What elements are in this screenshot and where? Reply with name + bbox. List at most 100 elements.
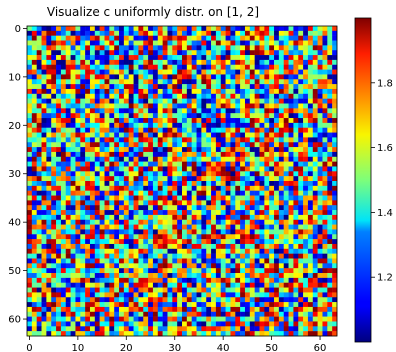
heatmap-cell: [307, 200, 314, 206]
heatmap-cell: [274, 161, 280, 167]
heatmap-cell: [191, 190, 197, 196]
heatmap-cell: [259, 185, 265, 191]
heatmap-cell: [138, 156, 144, 162]
heatmap-cell: [327, 273, 333, 279]
heatmap-cell: [298, 234, 304, 240]
heatmap-cell: [298, 142, 304, 148]
heatmap-cell: [264, 277, 270, 283]
heatmap-cell: [89, 248, 96, 254]
heatmap-cell: [225, 45, 231, 51]
heatmap-cell: [46, 210, 52, 216]
heatmap-cell: [312, 234, 318, 240]
heatmap-cell: [196, 258, 202, 264]
heatmap-cell: [27, 161, 33, 167]
heatmap-cell: [211, 45, 217, 51]
heatmap-cell: [94, 277, 100, 283]
heatmap-cell: [128, 93, 134, 99]
heatmap-cell: [94, 331, 100, 337]
heatmap-cell: [186, 185, 192, 191]
heatmap-cell: [51, 84, 57, 90]
heatmap-cell: [94, 258, 100, 264]
heatmap-cell: [94, 88, 100, 95]
heatmap-cell: [206, 316, 212, 322]
heatmap-cell: [254, 268, 260, 274]
heatmap-cell: [191, 185, 197, 191]
heatmap-cell: [172, 127, 178, 133]
heatmap-cell: [196, 200, 202, 206]
heatmap-cell: [240, 229, 246, 235]
heatmap-cell: [46, 137, 52, 143]
heatmap-cell: [235, 243, 241, 250]
heatmap-cell: [109, 243, 115, 250]
heatmap-cell: [94, 210, 100, 216]
heatmap-cell: [94, 166, 100, 172]
heatmap-cell: [240, 147, 246, 153]
y-tick-label: 30: [8, 169, 21, 180]
heatmap-cell: [201, 26, 207, 32]
heatmap-cell: [244, 171, 251, 177]
heatmap-cell: [298, 103, 304, 109]
heatmap-cell: [278, 93, 284, 99]
heatmap-cell: [46, 243, 52, 250]
heatmap-cell: [172, 200, 178, 206]
heatmap-cell: [196, 30, 202, 36]
heatmap-cell: [36, 113, 42, 119]
heatmap-cell: [312, 50, 318, 56]
heatmap-cell: [99, 224, 105, 230]
heatmap-cell: [85, 263, 91, 269]
heatmap-cell: [235, 93, 241, 99]
heatmap-cell: [75, 93, 81, 99]
heatmap-cell: [278, 98, 284, 104]
heatmap-cell: [259, 161, 265, 167]
heatmap-cell: [109, 79, 115, 85]
heatmap-cell: [283, 243, 289, 250]
heatmap-cell: [278, 64, 284, 70]
heatmap-cell: [128, 127, 134, 133]
heatmap-cell: [278, 176, 284, 182]
heatmap-cell: [70, 200, 76, 206]
heatmap-cell: [51, 108, 57, 114]
heatmap-cell: [60, 185, 66, 191]
heatmap-cell: [65, 142, 71, 148]
heatmap-cell: [89, 79, 96, 85]
heatmap-cell: [269, 311, 275, 317]
heatmap-cell: [196, 214, 202, 220]
heatmap-cell: [167, 311, 173, 317]
heatmap-cell: [109, 234, 115, 240]
heatmap-cell: [80, 200, 86, 206]
heatmap-cell: [307, 181, 314, 187]
heatmap-cell: [264, 147, 270, 153]
heatmap-cell: [119, 326, 125, 332]
heatmap-cell: [206, 74, 212, 80]
heatmap-cell: [303, 181, 309, 187]
heatmap-cell: [27, 263, 33, 269]
heatmap-cell: [46, 79, 52, 85]
heatmap-cell: [235, 181, 241, 187]
heatmap-cell: [211, 292, 217, 298]
heatmap-cell: [41, 277, 47, 283]
heatmap-cell: [157, 311, 163, 317]
heatmap-cell: [259, 122, 265, 128]
heatmap-cell: [157, 287, 163, 293]
heatmap-cell: [191, 108, 197, 114]
heatmap-cell: [264, 316, 270, 322]
heatmap-cell: [128, 287, 134, 293]
heatmap-cell: [259, 273, 265, 279]
heatmap-cell: [230, 277, 236, 283]
heatmap-cell: [303, 331, 309, 337]
heatmap-cell: [332, 93, 338, 99]
heatmap-cell: [249, 326, 255, 332]
heatmap-cell: [177, 132, 183, 138]
heatmap-cell: [215, 98, 221, 104]
heatmap-cell: [215, 185, 221, 191]
heatmap-cell: [167, 161, 173, 167]
heatmap-cell: [182, 137, 188, 143]
heatmap-cell: [148, 55, 154, 61]
heatmap-cell: [264, 55, 270, 61]
heatmap-cell: [27, 273, 33, 279]
heatmap-cell: [99, 219, 105, 225]
heatmap-cell: [269, 103, 275, 109]
heatmap-cell: [244, 321, 251, 327]
heatmap-cell: [94, 55, 100, 61]
heatmap-cell: [201, 166, 207, 172]
